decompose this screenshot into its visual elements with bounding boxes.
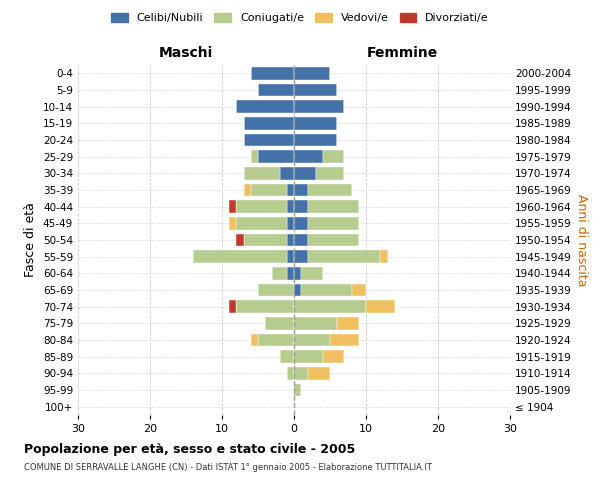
Bar: [258, 150, 294, 163]
Bar: [251, 184, 287, 196]
Bar: [294, 234, 308, 246]
Bar: [287, 184, 294, 196]
Bar: [308, 250, 380, 263]
Bar: [294, 84, 337, 96]
Bar: [244, 167, 280, 179]
Text: Popolazione per età, sesso e stato civile - 2005: Popolazione per età, sesso e stato civil…: [24, 442, 355, 456]
Bar: [294, 267, 301, 280]
Bar: [236, 200, 287, 213]
Bar: [251, 150, 258, 163]
Bar: [236, 100, 294, 113]
Bar: [294, 150, 323, 163]
Y-axis label: Fasce di età: Fasce di età: [25, 202, 37, 278]
Bar: [244, 134, 294, 146]
Bar: [308, 200, 359, 213]
Bar: [294, 384, 301, 396]
Bar: [301, 267, 323, 280]
Bar: [316, 167, 344, 179]
Bar: [258, 334, 294, 346]
Bar: [258, 84, 294, 96]
Bar: [287, 200, 294, 213]
Bar: [244, 184, 251, 196]
Bar: [236, 300, 294, 313]
Bar: [308, 217, 359, 230]
Bar: [258, 284, 294, 296]
Bar: [294, 117, 337, 130]
Bar: [287, 250, 294, 263]
Bar: [294, 100, 344, 113]
Text: COMUNE DI SERRAVALLE LANGHE (CN) - Dati ISTAT 1° gennaio 2005 - Elaborazione TUT: COMUNE DI SERRAVALLE LANGHE (CN) - Dati …: [24, 462, 432, 471]
Bar: [287, 217, 294, 230]
Bar: [323, 150, 344, 163]
Bar: [294, 300, 366, 313]
Bar: [251, 67, 294, 80]
Bar: [229, 217, 236, 230]
Bar: [229, 200, 236, 213]
Bar: [294, 350, 323, 363]
Bar: [229, 300, 236, 313]
Bar: [294, 367, 308, 380]
Bar: [265, 317, 294, 330]
Bar: [294, 284, 301, 296]
Bar: [294, 167, 316, 179]
Bar: [308, 367, 330, 380]
Bar: [366, 300, 395, 313]
Bar: [294, 217, 308, 230]
Bar: [294, 184, 308, 196]
Bar: [287, 367, 294, 380]
Bar: [380, 250, 388, 263]
Bar: [193, 250, 287, 263]
Bar: [287, 267, 294, 280]
Bar: [272, 267, 287, 280]
Y-axis label: Anni di nascita: Anni di nascita: [575, 194, 588, 286]
Bar: [294, 200, 308, 213]
Bar: [244, 117, 294, 130]
Bar: [323, 350, 344, 363]
Bar: [236, 234, 244, 246]
Bar: [337, 317, 359, 330]
Bar: [308, 184, 352, 196]
Bar: [287, 234, 294, 246]
Bar: [294, 334, 330, 346]
Bar: [352, 284, 366, 296]
Bar: [330, 334, 359, 346]
Bar: [280, 167, 294, 179]
Bar: [294, 134, 337, 146]
Bar: [280, 350, 294, 363]
Legend: Celibi/Nubili, Coniugati/e, Vedovi/e, Divorziati/e: Celibi/Nubili, Coniugati/e, Vedovi/e, Di…: [107, 8, 493, 28]
Bar: [294, 317, 337, 330]
Bar: [294, 67, 330, 80]
Text: Femmine: Femmine: [367, 46, 437, 60]
Bar: [301, 284, 352, 296]
Bar: [251, 334, 258, 346]
Bar: [244, 234, 287, 246]
Bar: [294, 250, 308, 263]
Bar: [236, 217, 287, 230]
Text: Maschi: Maschi: [159, 46, 213, 60]
Bar: [308, 234, 359, 246]
